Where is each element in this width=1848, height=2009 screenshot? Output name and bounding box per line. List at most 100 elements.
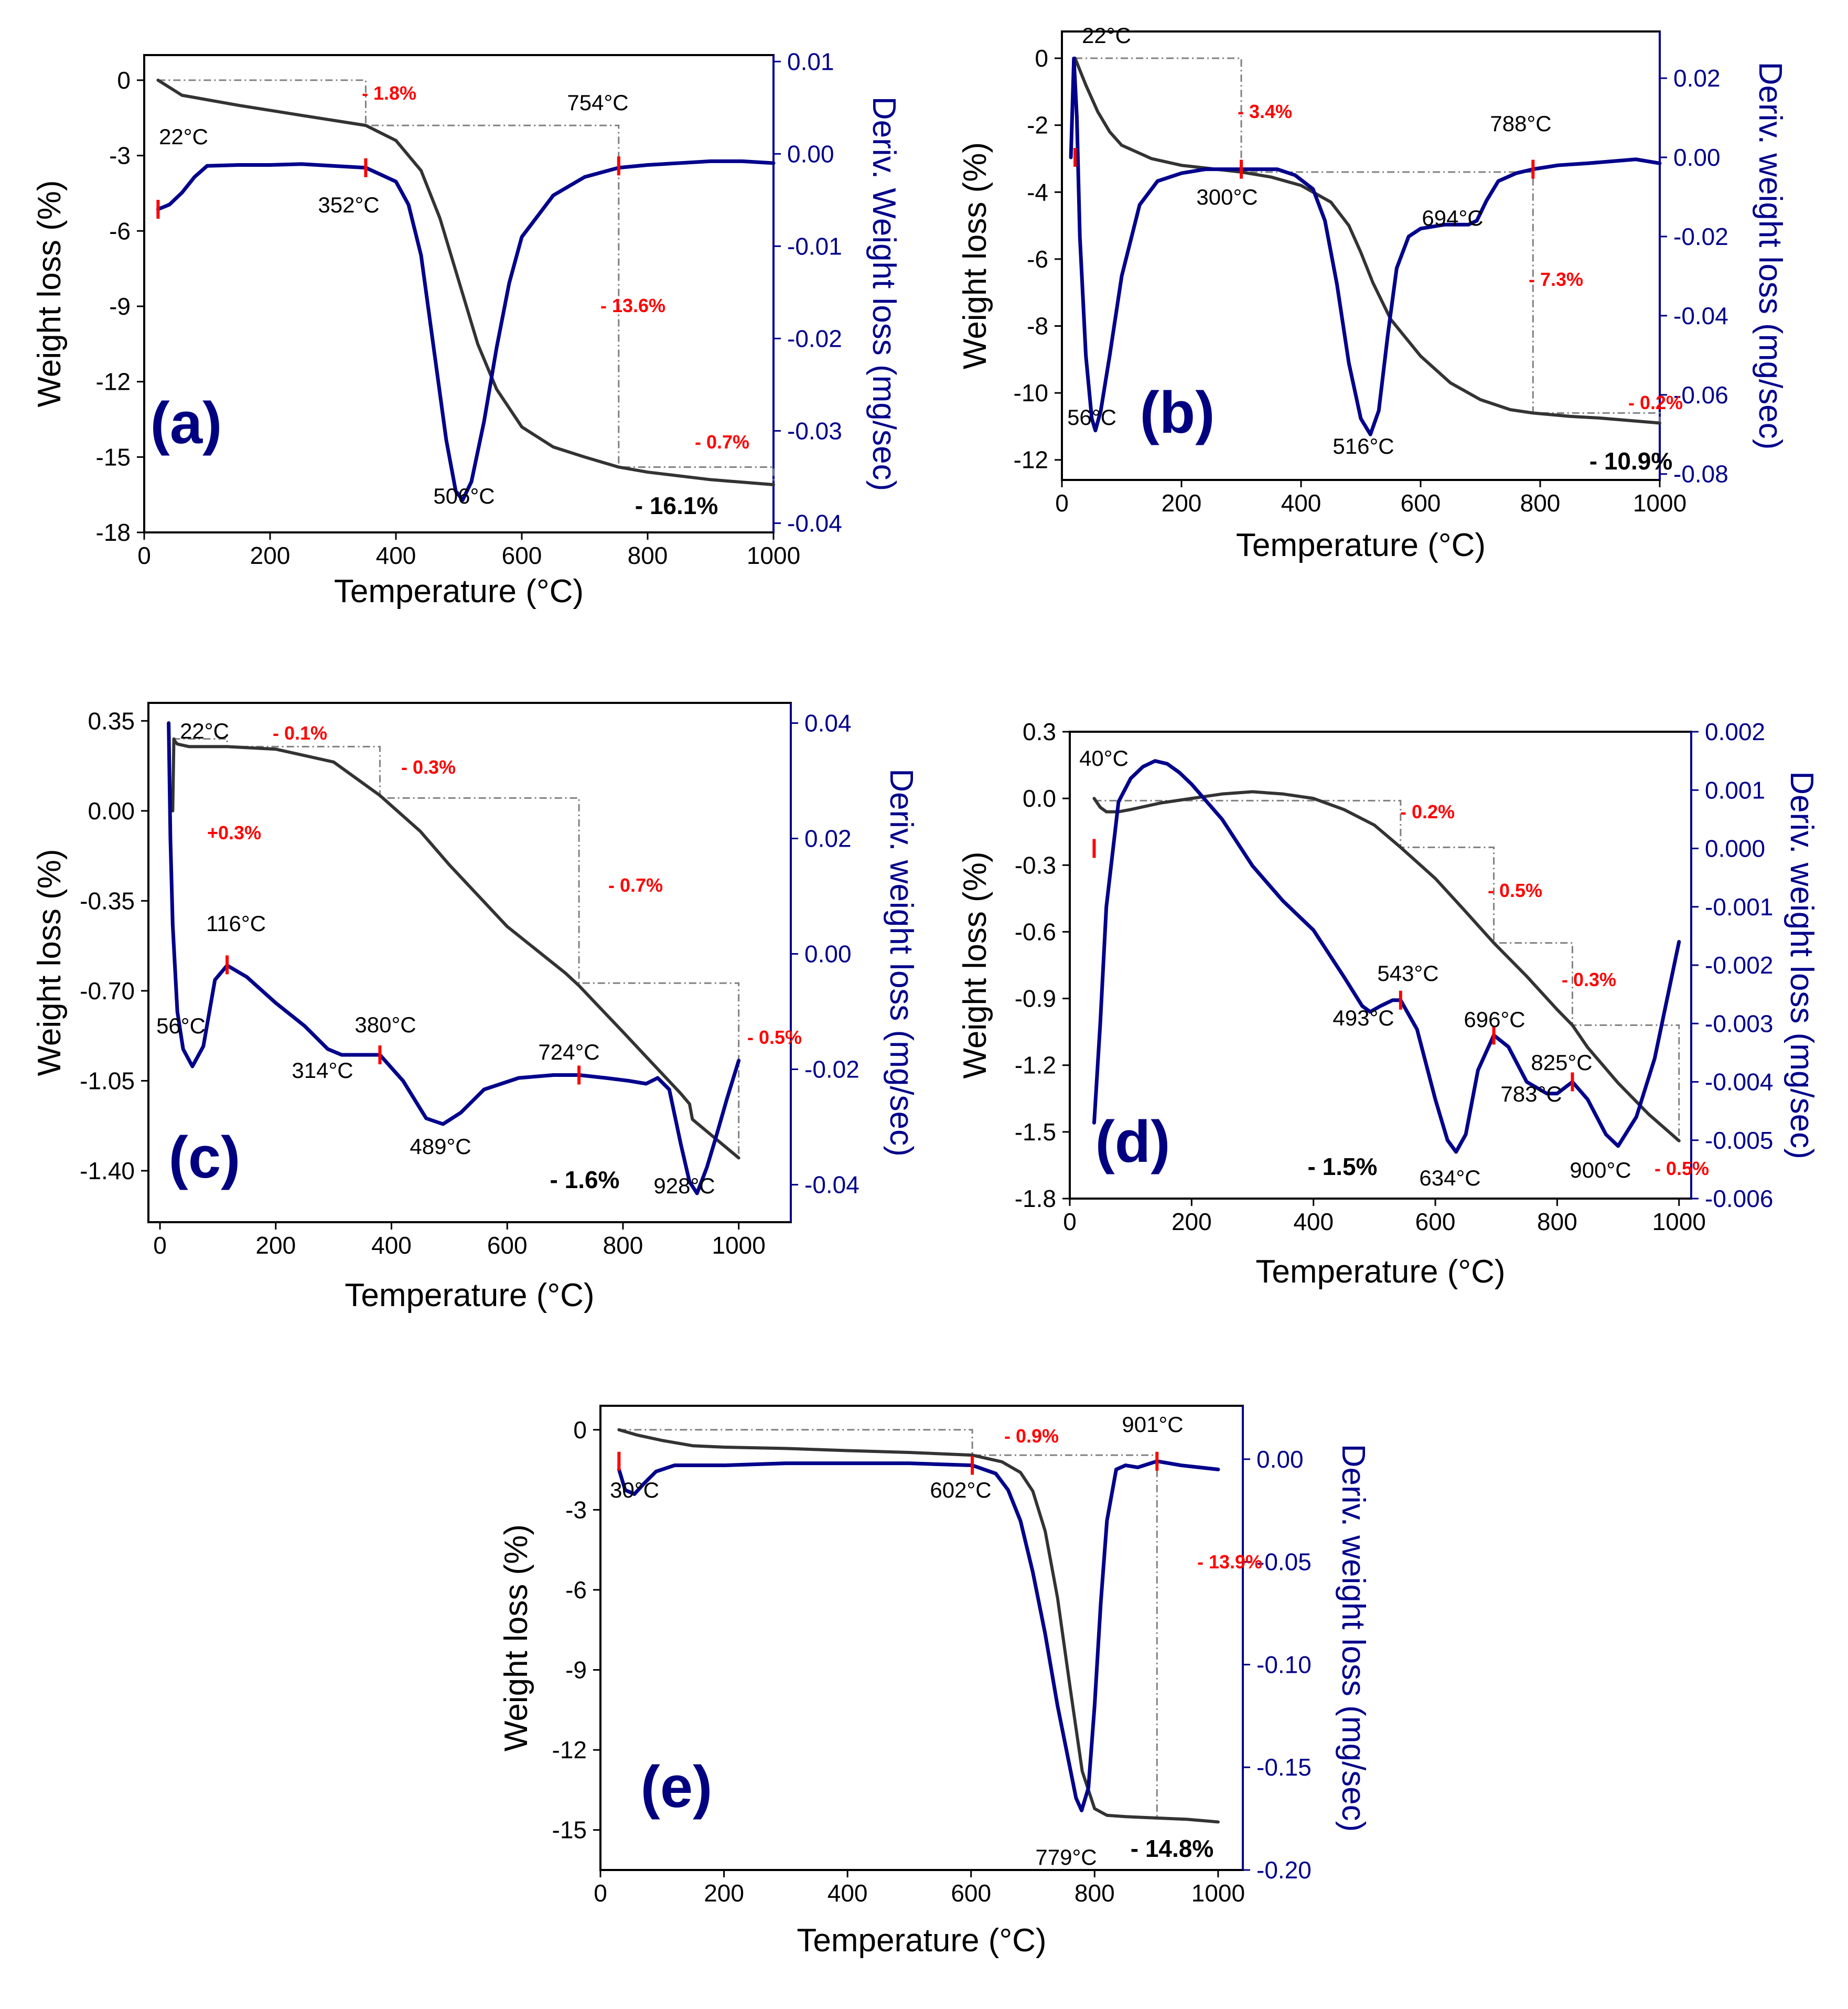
step-loss-label: - 0.9% bbox=[1004, 1425, 1059, 1447]
step-loss-label: - 0.5% bbox=[1654, 1158, 1709, 1179]
temperature-label: 696°C bbox=[1464, 1007, 1525, 1032]
panel-label: (b) bbox=[1140, 380, 1215, 445]
weight-loss-curve bbox=[156, 78, 775, 486]
y2-tick-label: -0.15 bbox=[1256, 1754, 1312, 1781]
x-tick-label: 800 bbox=[628, 542, 668, 569]
temperature-label: 694°C bbox=[1422, 206, 1483, 230]
x-tick-label: 200 bbox=[250, 542, 291, 569]
panel-d: 0 200 400 600 800 1000 0.3 0.0 -0.3 -0.6 -0.9 -1.2 -… bbox=[957, 718, 1820, 1290]
total-loss-label: - 10.9% bbox=[1589, 447, 1673, 475]
temperature-label: 489°C bbox=[410, 1134, 471, 1159]
y2-tick-label: -0.04 bbox=[804, 1171, 859, 1199]
x-tick-label: 400 bbox=[376, 542, 416, 569]
y2-tick-label: 0.00 bbox=[1256, 1446, 1304, 1473]
x-tick-label: 200 bbox=[255, 1232, 296, 1259]
y-tick-label: -18 bbox=[96, 519, 131, 546]
x-tick-label: 600 bbox=[1401, 489, 1441, 517]
temperature-label: 352°C bbox=[318, 193, 379, 217]
total-loss-label: - 1.5% bbox=[1308, 1153, 1378, 1180]
y-tick-label: -1.05 bbox=[80, 1067, 135, 1094]
y-tick-label: -6 bbox=[109, 217, 131, 244]
temperature-label: 22°C bbox=[1082, 23, 1131, 48]
step-loss-label: - 13.6% bbox=[600, 295, 665, 316]
deriv-weight-loss-curve bbox=[167, 721, 741, 1195]
y2-tick-label: -0.05 bbox=[1256, 1548, 1312, 1576]
y-tick-label: 0.00 bbox=[88, 797, 135, 825]
step-loss-label: - 3.4% bbox=[1238, 101, 1292, 122]
step-loss-label: +0.3% bbox=[207, 822, 261, 843]
y-tick-label: -0.9 bbox=[1015, 985, 1056, 1012]
x-tick-label: 200 bbox=[1162, 489, 1202, 517]
y-tick-label: -6 bbox=[1027, 245, 1048, 273]
y-tick-label: -0.3 bbox=[1015, 851, 1056, 879]
deriv-weight-loss-curve bbox=[156, 159, 776, 502]
y2-tick-label: -0.005 bbox=[1705, 1127, 1773, 1154]
temperature-label: 825°C bbox=[1531, 1050, 1592, 1075]
temperature-label: 314°C bbox=[292, 1058, 353, 1083]
temperature-label: 493°C bbox=[1333, 1006, 1394, 1030]
y2-axis-title: Deriv. weight loss (mg/sec) bbox=[1752, 62, 1788, 450]
plot-frame bbox=[143, 54, 775, 533]
temperature-label: 22°C bbox=[180, 719, 229, 743]
y-tick-label: -12 bbox=[96, 368, 131, 396]
temperature-label: 56°C bbox=[1067, 405, 1116, 430]
temperature-label: 783°C bbox=[1500, 1082, 1562, 1106]
y-tick-label: -1.8 bbox=[1015, 1185, 1056, 1212]
temperature-label: 543°C bbox=[1377, 961, 1438, 986]
x-tick-label: 1000 bbox=[1633, 489, 1686, 517]
total-loss-label: - 14.8% bbox=[1131, 1835, 1214, 1862]
temperature-label: 300°C bbox=[1196, 185, 1258, 209]
y-tick-label: 0.3 bbox=[1023, 718, 1056, 745]
step-guide-line bbox=[1094, 799, 1680, 1141]
y-tick-label: -9 bbox=[109, 293, 131, 320]
step-loss-label: - 0.3% bbox=[401, 756, 456, 778]
x-tick-label: 0 bbox=[153, 1232, 167, 1259]
y-tick-label: -2 bbox=[1027, 112, 1048, 139]
step-loss-label: - 0.2% bbox=[1400, 801, 1455, 822]
y-tick-label: 0 bbox=[1035, 45, 1048, 72]
x-tick-label: 200 bbox=[704, 1879, 744, 1907]
y-tick-label: -1.40 bbox=[80, 1157, 135, 1184]
x-tick-label: 400 bbox=[828, 1879, 868, 1907]
y2-tick-label: -0.001 bbox=[1705, 893, 1773, 921]
deriv-weight-loss-curve bbox=[1092, 759, 1681, 1154]
y-tick-label: -6 bbox=[565, 1576, 587, 1604]
panel-label: (a) bbox=[151, 390, 222, 456]
panel-b: 0 200 400 600 800 1000 0 -2 -4 -6 -8 -10 -12 0.02 0.00… bbox=[957, 23, 1788, 563]
y-tick-label: -15 bbox=[552, 1816, 587, 1844]
y-axis-title: Weight loss (%) bbox=[498, 1524, 534, 1751]
y-tick-label: -15 bbox=[96, 443, 131, 471]
x-tick-label: 1000 bbox=[1652, 1208, 1706, 1235]
weight-loss-curve bbox=[171, 737, 740, 1160]
y-axis-title: Weight loss (%) bbox=[957, 852, 993, 1079]
temperature-label: 516°C bbox=[1333, 434, 1394, 458]
panel-label: (c) bbox=[169, 1125, 241, 1190]
y-tick-label: -1.5 bbox=[1015, 1118, 1056, 1146]
x-tick-label: 600 bbox=[487, 1232, 528, 1259]
x-tick-label: 1000 bbox=[712, 1232, 766, 1259]
step-guide-line bbox=[173, 738, 740, 1158]
y-tick-label: 0.0 bbox=[1023, 785, 1056, 812]
total-loss-label: - 16.1% bbox=[635, 492, 718, 519]
y2-tick-label: -0.01 bbox=[787, 232, 842, 260]
step-guide-line bbox=[158, 79, 775, 485]
x-tick-label: 200 bbox=[1172, 1208, 1212, 1235]
y2-axis-title: Deriv. weight loss (mg/sec) bbox=[1335, 1444, 1371, 1832]
y-tick-label: -0.6 bbox=[1015, 918, 1056, 945]
temperature-label: 40°C bbox=[1079, 746, 1129, 771]
x-tick-label: 800 bbox=[1520, 489, 1561, 517]
y-axis-title: Weight loss (%) bbox=[31, 849, 68, 1076]
temperature-label: 779°C bbox=[1035, 1845, 1097, 1869]
temperature-label: 506°C bbox=[433, 484, 495, 508]
y-axis-title: Weight loss (%) bbox=[31, 180, 68, 408]
x-axis-title: Temperature (°C) bbox=[797, 1922, 1046, 1959]
y-tick-label: -9 bbox=[565, 1657, 587, 1684]
temperature-label: 116°C bbox=[206, 911, 266, 936]
x-tick-label: 600 bbox=[502, 542, 542, 569]
panel-a: 0 200 400 600 800 1000 0 -3 -6 -9 -12 -15 -18 0.01 0.0… bbox=[31, 48, 902, 610]
y-tick-label: 0 bbox=[117, 67, 131, 94]
y2-tick-label: 0.00 bbox=[787, 140, 834, 167]
y-tick-label: -4 bbox=[1027, 178, 1048, 206]
y2-tick-label: 0.00 bbox=[1673, 144, 1721, 171]
